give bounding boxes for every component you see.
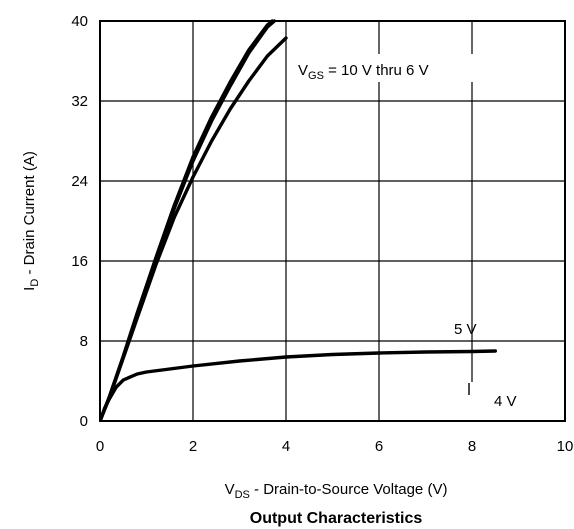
annotations: VGS = 10 V thru 6 V 5 V 4 V [290,54,530,420]
x-tick-label: 10 [557,438,574,455]
y-axis-label-rest: - Drain Current (A) [21,151,38,279]
y-tick-label: 8 [80,333,88,350]
y-tick-label: 16 [71,253,88,270]
x-axis-label: VDS - Drain-to-Source Voltage (V) [225,481,448,501]
y-tick-label: 32 [71,93,88,110]
y-axis-label: ID - Drain Current (A) [21,151,41,291]
y-tick-labels: 0 8 16 24 32 40 [71,13,88,430]
curve-4 [100,349,497,421]
x-axis-label-sub: DS [235,489,250,501]
x-tick-label: 8 [468,438,476,455]
x-tick-label: 2 [189,438,197,455]
y-tick-label: 0 [80,413,88,430]
grid-lines [100,21,565,421]
y-axis-label-main: I [21,287,38,291]
plot-frame [99,20,566,422]
chart-title: Output Characteristics [250,510,423,527]
x-tick-label: 4 [282,438,290,455]
x-tick-label: 0 [96,438,104,455]
curve-3 [100,36,288,421]
y-tick-label: 40 [71,13,88,30]
x-tick-labels: 0 2 4 6 8 10 [96,438,574,455]
vgs-label-backing [290,54,475,82]
x-axis-label-main: V [225,481,235,498]
label-4v: 4 V [494,393,517,410]
label-5v: 5 V [454,321,477,338]
vgs-label-main: V [298,62,308,79]
label-4v-backing [470,382,530,420]
y-axis-label-sub: D [29,279,41,287]
vgs-label-rest: = 10 V thru 6 V [324,62,429,79]
y-tick-label: 24 [71,173,88,190]
curves [100,19,497,421]
x-tick-label: 6 [375,438,383,455]
vgs-label: VGS = 10 V thru 6 V [298,62,429,82]
vgs-label-sub: GS [308,70,324,82]
x-axis-label-rest: - Drain-to-Source Voltage (V) [250,481,448,498]
